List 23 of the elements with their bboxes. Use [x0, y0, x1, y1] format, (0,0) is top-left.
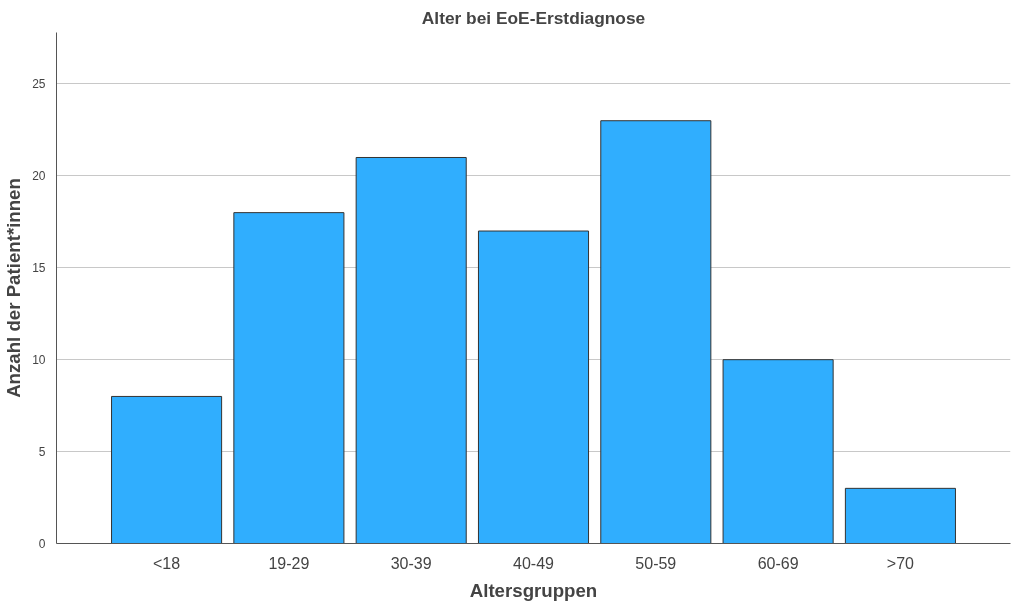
bar — [477, 230, 590, 544]
y-tick-label: 15 — [32, 261, 46, 276]
chart-title: Alter bei EoE-Erstdiagnose — [421, 7, 646, 28]
y-tick-label: 25 — [32, 77, 46, 92]
bar — [844, 487, 956, 544]
bar — [111, 395, 223, 544]
x-tick-label: 60-69 — [757, 554, 799, 572]
x-tick-label: 50-59 — [635, 554, 677, 572]
x-tick-label: <18 — [153, 554, 181, 572]
bar — [355, 156, 467, 544]
x-tick-label: 40-49 — [513, 554, 555, 572]
x-axis-title: Altersgruppen — [469, 579, 598, 601]
y-tick-label: 20 — [32, 169, 46, 184]
y-axis-title: Anzahl der Patient*innen — [3, 178, 25, 398]
bar — [722, 359, 834, 544]
y-tick-label: 0 — [38, 537, 46, 551]
x-tick-label: >70 — [886, 554, 915, 572]
y-tick-label: 5 — [38, 445, 46, 460]
y-tick-label: 10 — [32, 353, 46, 368]
bar — [233, 212, 345, 544]
x-tick-label: 30-39 — [390, 554, 432, 572]
bar — [600, 120, 712, 544]
x-tick-label: 19-29 — [268, 554, 310, 572]
